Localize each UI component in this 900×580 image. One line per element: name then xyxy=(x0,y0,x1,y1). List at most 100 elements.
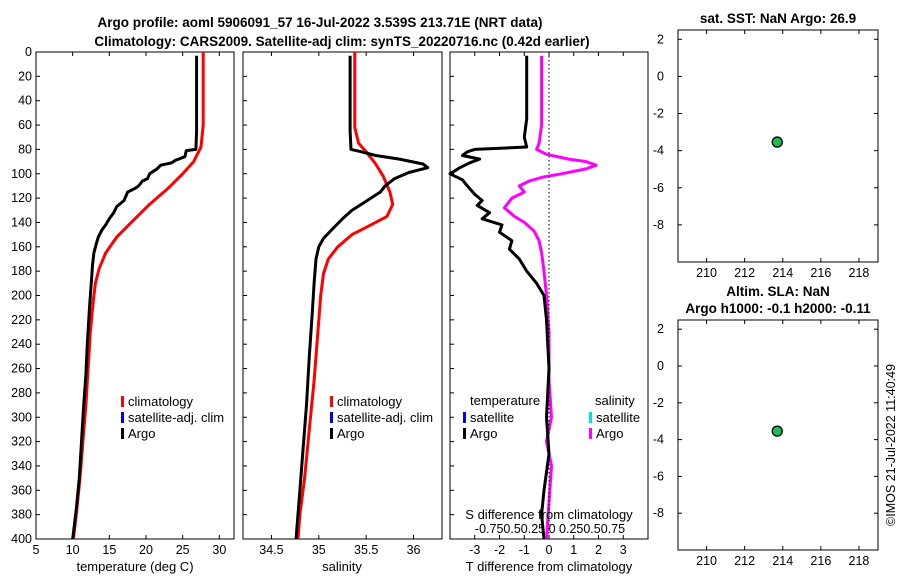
salinity-axes xyxy=(242,51,443,540)
legend-satellite-swatch xyxy=(330,412,333,423)
y-tick-label: 200 xyxy=(11,289,32,303)
x-tick-label: 5 xyxy=(33,543,40,557)
series-line-argo xyxy=(294,55,430,540)
x-tick-label: 218 xyxy=(849,554,870,568)
difference-legend: temperature salinity satellite Argo sate… xyxy=(463,393,640,441)
y-tick-label: 140 xyxy=(11,215,32,229)
y-tick-label: 160 xyxy=(11,240,32,254)
argo-position-marker xyxy=(771,136,783,148)
x-tick-label: -1 xyxy=(519,543,530,557)
difference-plot: -3 -2 -1 0 1 2 3 -0.750.50.25 0 0.250.50.75 xyxy=(448,51,627,557)
y-tick-label: -8 xyxy=(653,218,664,232)
x-tick-label: 35.5 xyxy=(354,543,378,557)
legend-salinity-title: salinity xyxy=(595,393,635,408)
x-tick-label: 216 xyxy=(810,554,831,568)
timestamp: ©IMOS 21-Jul-2022 11:40:49 xyxy=(884,364,898,526)
x-tick-label: 214 xyxy=(772,266,793,280)
x-tick-label: 35 xyxy=(312,543,326,557)
x-tick-label: 10 xyxy=(66,543,80,557)
series-line-climatology xyxy=(296,52,395,540)
y-tick-label: -6 xyxy=(653,181,664,195)
x-tick-label: 212 xyxy=(734,266,755,280)
top-x-tick-labels: -0.750.50.25 0 0.250.50.75 xyxy=(475,522,625,536)
x-tick-label: 218 xyxy=(849,266,870,280)
sst-map-axes xyxy=(677,29,879,263)
sla-map-plot: 210 212 214 216 218 2 0 -2 -4 -6 -8 xyxy=(653,320,878,568)
figure-title-line2: Climatology: CARS2009. Satellite-adj cli… xyxy=(94,34,589,49)
y-tick-label: -8 xyxy=(653,506,664,520)
x-tick-label: -2 xyxy=(494,543,505,557)
y-tick-label: -4 xyxy=(653,144,664,158)
y-tick-label: 220 xyxy=(11,313,32,327)
x-tick-label: 2 xyxy=(595,543,602,557)
legend-satellite-swatch xyxy=(121,412,124,423)
legend-t-argo-swatch xyxy=(463,428,466,439)
y-tick-label: 400 xyxy=(11,532,32,546)
legend-t-satellite-label: satellite xyxy=(470,410,514,425)
y-tick-label: 360 xyxy=(11,483,32,497)
y-tick-label: -2 xyxy=(653,396,664,410)
sla-map-title2: Argo h1000: -0.1 h2000: -0.11 xyxy=(685,301,871,316)
x-tick-label: 20 xyxy=(139,543,153,557)
y-tick-label: 0 xyxy=(657,359,664,373)
x-tick-label: 1 xyxy=(570,543,577,557)
legend-argo-swatch xyxy=(121,428,124,439)
argo-position-marker xyxy=(771,425,783,437)
legend-argo-label: Argo xyxy=(128,426,155,441)
x-tick-label: 30 xyxy=(212,543,226,557)
legend-s-satellite-swatch xyxy=(589,412,592,423)
y-tick-label: 180 xyxy=(11,264,32,278)
legend-argo-label: Argo xyxy=(337,426,364,441)
legend-s-argo-label: Argo xyxy=(596,426,623,441)
x-tick-label: -3 xyxy=(469,543,480,557)
y-tick-label: 300 xyxy=(11,410,32,424)
y-tick-label: 2 xyxy=(657,32,664,46)
legend-climatology-swatch xyxy=(330,396,333,407)
legend-s-argo-swatch xyxy=(589,428,592,439)
y-tick-label: -4 xyxy=(653,433,664,447)
legend-climatology-label: climatology xyxy=(337,394,403,409)
temperature-xlabel: temperature (deg C) xyxy=(76,559,193,574)
x-tick-label: 34.5 xyxy=(259,543,283,557)
legend-climatology-label: climatology xyxy=(128,394,194,409)
difference-xlabel: T difference from climatology xyxy=(466,559,633,574)
y-tick-label: 40 xyxy=(18,94,32,108)
y-tick-label: 380 xyxy=(11,508,32,522)
x-tick-label: 210 xyxy=(696,554,717,568)
difference-top-xlabel: S difference from climatology xyxy=(465,507,633,522)
y-tick-label: 340 xyxy=(11,459,32,473)
sst-map-title: sat. SST: NaN Argo: 26.9 xyxy=(700,11,856,26)
salinity-xlabel: salinity xyxy=(322,559,362,574)
temperature-plot: 5 10 15 20 25 3002040608010012014016018020022… xyxy=(11,45,226,557)
x-tick-label: 25 xyxy=(176,543,190,557)
y-tick-label: 0 xyxy=(25,45,32,59)
y-tick-label: 0 xyxy=(657,69,664,83)
figure-title-line1: Argo profile: aoml 5906091_57 16-Jul-202… xyxy=(98,15,543,30)
y-tick-label: -2 xyxy=(653,107,664,121)
legend-temperature-title: temperature xyxy=(470,393,540,408)
y-tick-label: 20 xyxy=(18,69,32,83)
y-tick-label: 2 xyxy=(657,322,664,336)
y-tick-label: -6 xyxy=(653,469,664,483)
legend-argo-swatch xyxy=(330,428,333,439)
x-tick-label: 214 xyxy=(772,554,793,568)
legend-satellite-label: satellite-adj. clim xyxy=(337,410,433,425)
series-line-argo xyxy=(71,55,199,540)
temperature-legend: climatology satellite-adj. clim Argo xyxy=(121,394,224,441)
series-line-s-difference-argo- xyxy=(502,55,598,540)
y-tick-label: 260 xyxy=(11,362,32,376)
y-tick-label: 280 xyxy=(11,386,32,400)
y-tick-label: 80 xyxy=(18,142,32,156)
legend-satellite-label: satellite-adj. clim xyxy=(128,410,224,425)
legend-s-satellite-label: satellite xyxy=(596,410,640,425)
sla-map-axes xyxy=(677,319,879,551)
x-tick-label: 3 xyxy=(620,543,627,557)
sst-map-plot: 210 212 214 216 218 2 0 -2 -4 -6 -8 xyxy=(653,30,878,280)
x-tick-label: 210 xyxy=(696,266,717,280)
salinity-plot: 34.5 35 35.5 36 xyxy=(243,51,430,557)
salinity-legend: climatology satellite-adj. clim Argo xyxy=(330,394,433,441)
x-tick-label: 0 xyxy=(546,543,553,557)
legend-t-argo-label: Argo xyxy=(470,426,497,441)
x-tick-label: 15 xyxy=(102,543,116,557)
